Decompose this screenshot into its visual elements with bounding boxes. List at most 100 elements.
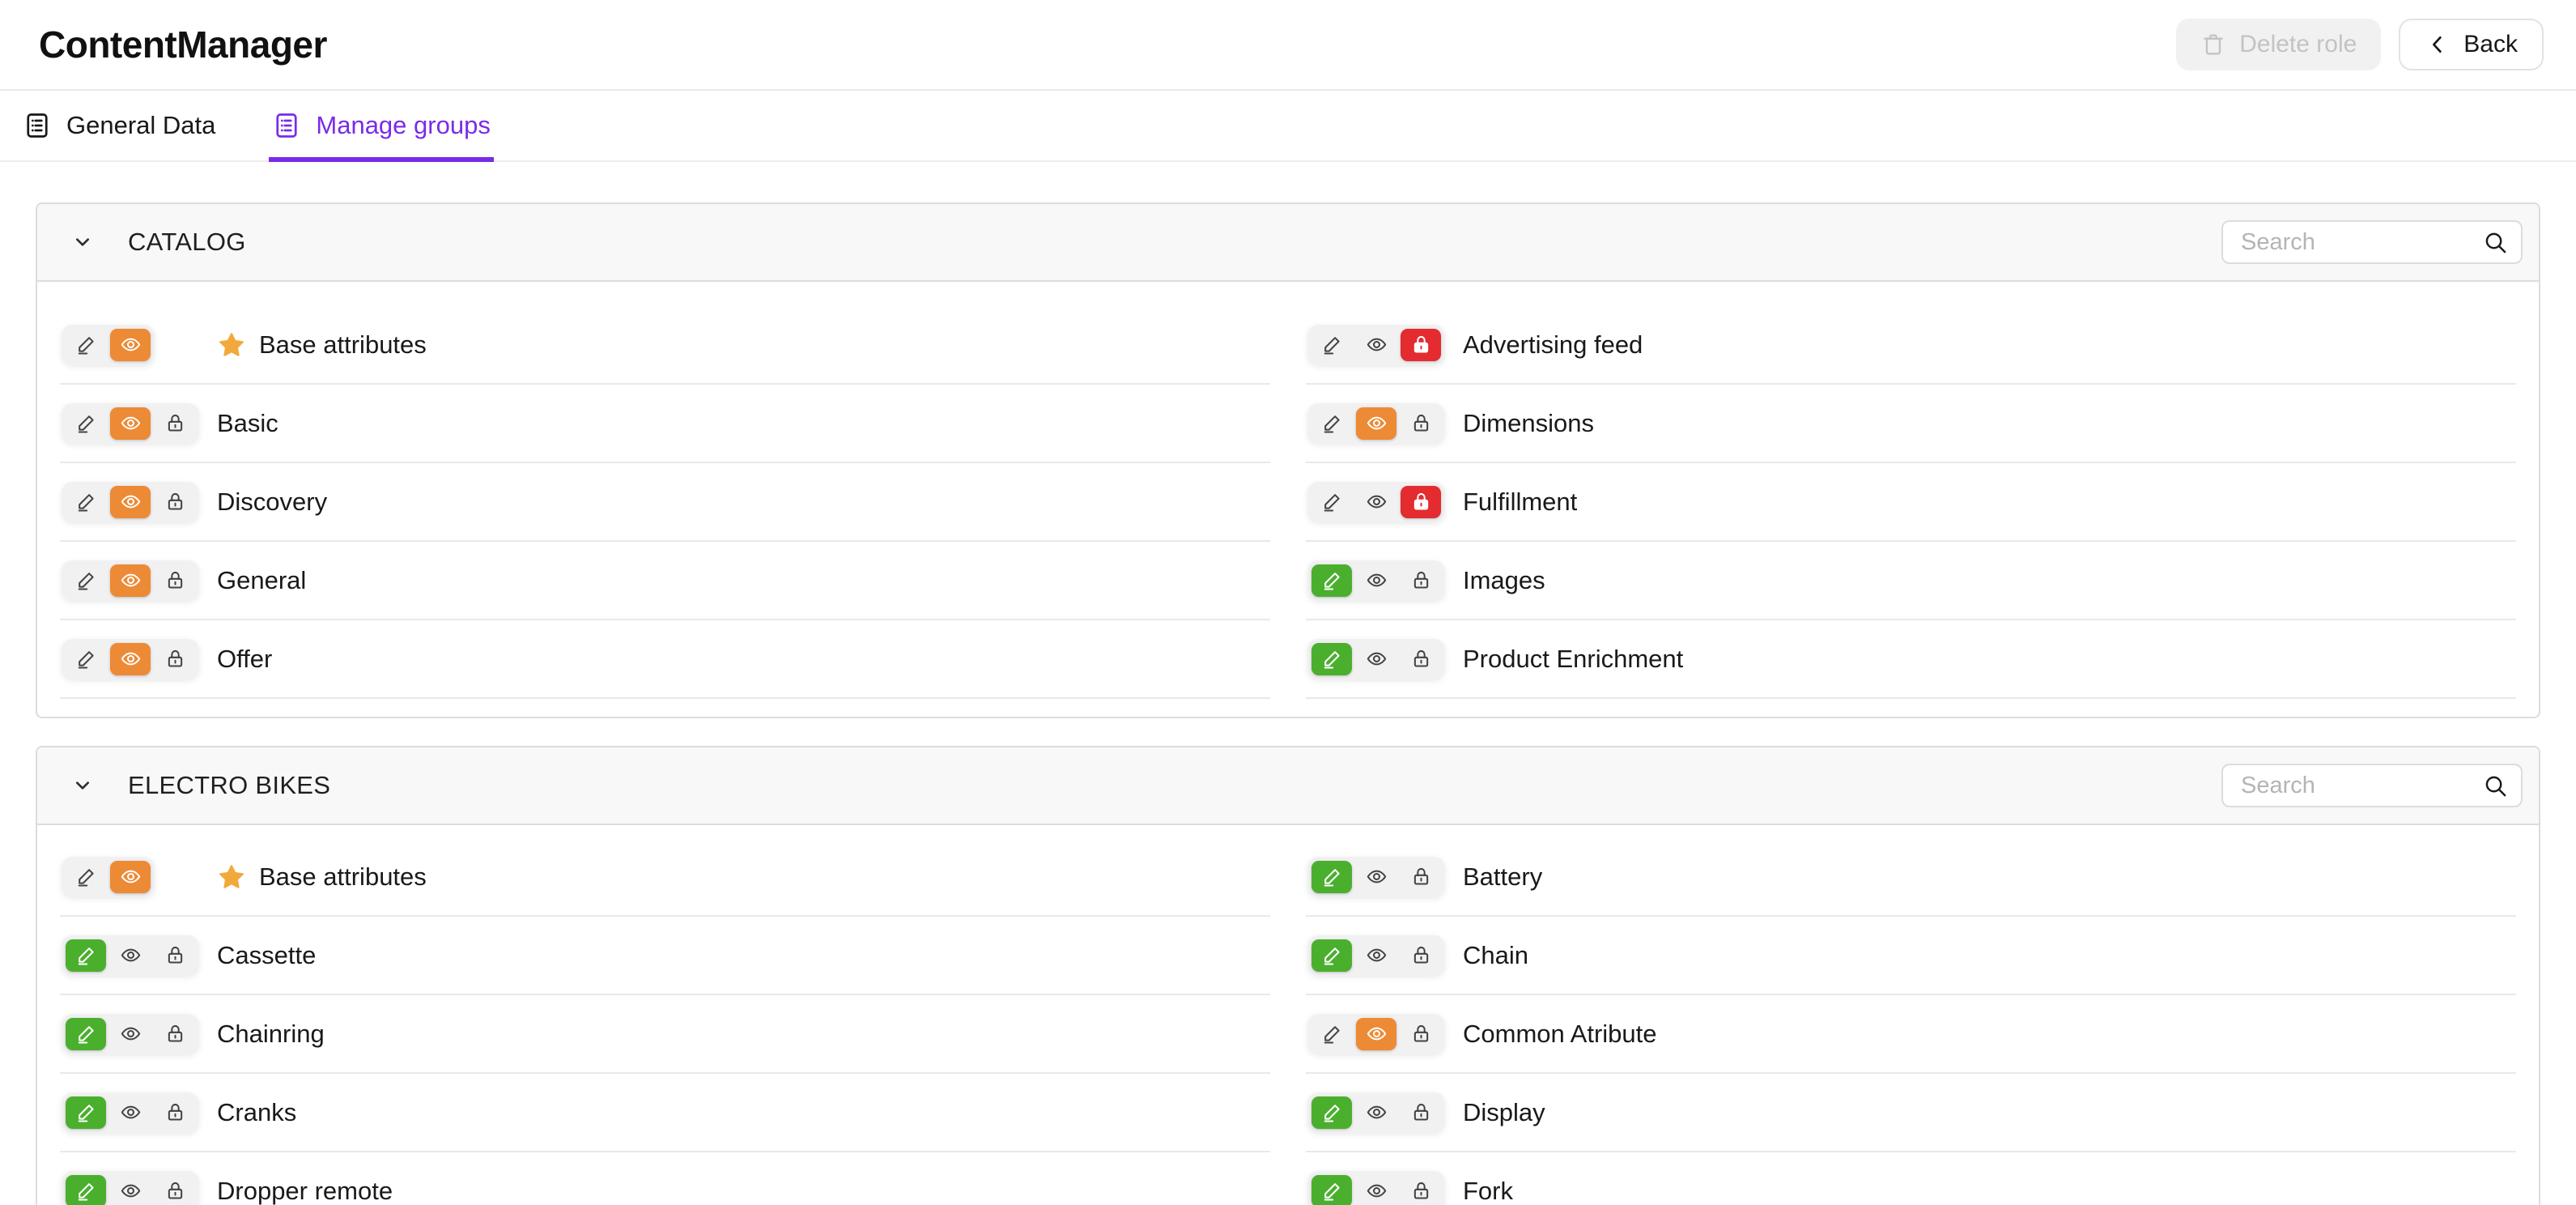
lock-icon: [168, 571, 182, 589]
view-button[interactable]: [110, 1096, 151, 1129]
chevron-down-icon[interactable]: [70, 229, 96, 255]
view-button[interactable]: [1356, 1017, 1396, 1050]
lock-button[interactable]: [155, 486, 195, 518]
view-button[interactable]: [110, 328, 151, 361]
lock-button[interactable]: [155, 939, 195, 972]
lock-button[interactable]: [1401, 861, 1441, 893]
permission-group-slot: [1307, 1092, 1463, 1133]
lock-button[interactable]: [1401, 328, 1441, 361]
pencil-icon: [1324, 1026, 1340, 1044]
permission-group-slot: [1307, 560, 1463, 601]
lock-button[interactable]: [155, 1096, 195, 1129]
permission-group-slot: [1307, 935, 1463, 976]
permission-toggle-group: [1307, 935, 1445, 976]
eye-icon: [1367, 1184, 1386, 1198]
lock-button[interactable]: [155, 407, 195, 440]
edit-button[interactable]: [1311, 486, 1352, 518]
attribute-row: Images: [1306, 542, 2516, 620]
delete-role-button[interactable]: Delete role: [2176, 19, 2382, 70]
edit-button[interactable]: [1311, 407, 1352, 440]
tab-manage-groups[interactable]: Manage groups: [269, 91, 495, 162]
lock-button[interactable]: [1401, 564, 1441, 597]
back-label: Back: [2463, 31, 2518, 57]
pencil-icon: [1324, 415, 1340, 433]
edit-button[interactable]: [1311, 860, 1352, 893]
permission-toggle-group: [62, 481, 199, 522]
view-button[interactable]: [1356, 939, 1396, 972]
permission-group-slot: [62, 324, 217, 365]
lock-button[interactable]: [1401, 643, 1441, 675]
edit-button[interactable]: [1311, 329, 1352, 361]
edit-button[interactable]: [66, 407, 106, 440]
view-button[interactable]: [110, 642, 151, 675]
section-header: ELECTRO BIKES: [37, 747, 2539, 825]
attribute-label: Dropper remote: [217, 1176, 393, 1205]
view-button[interactable]: [1356, 1096, 1396, 1129]
lock-icon: [1413, 649, 1428, 667]
lock-icon: [1413, 1103, 1428, 1121]
permission-group-slot: [62, 402, 217, 444]
edit-button[interactable]: [1311, 564, 1352, 597]
edit-button[interactable]: [1311, 1096, 1352, 1129]
edit-button[interactable]: [66, 1174, 106, 1205]
lock-icon: [1413, 414, 1428, 432]
search-input[interactable]: [2239, 771, 2475, 800]
attribute-row: Base attributes: [60, 306, 1270, 385]
view-button[interactable]: [1356, 407, 1396, 440]
lock-icon: [1413, 1024, 1428, 1042]
view-button[interactable]: [110, 1175, 151, 1205]
view-button[interactable]: [1356, 486, 1396, 518]
view-button[interactable]: [1356, 329, 1396, 361]
attribute-label: Cranks: [217, 1097, 297, 1126]
edit-button[interactable]: [66, 329, 106, 361]
search-input[interactable]: [2239, 228, 2475, 257]
eye-icon: [121, 338, 140, 351]
edit-button[interactable]: [66, 564, 106, 597]
view-button[interactable]: [110, 860, 151, 893]
permission-group-slot: [62, 481, 217, 522]
edit-button[interactable]: [66, 1096, 106, 1129]
permission-toggle-group: [62, 935, 199, 976]
permission-toggle-group: [1307, 481, 1445, 522]
lock-button[interactable]: [1401, 485, 1441, 518]
view-button[interactable]: [1356, 643, 1396, 675]
attribute-row: Battery: [1306, 838, 2516, 917]
edit-button[interactable]: [1311, 642, 1352, 675]
eye-icon: [1367, 870, 1386, 884]
view-button[interactable]: [110, 564, 151, 597]
lock-button[interactable]: [155, 643, 195, 675]
lock-button[interactable]: [1401, 939, 1441, 972]
chevron-down-icon[interactable]: [70, 773, 96, 798]
edit-button[interactable]: [66, 486, 106, 518]
edit-button[interactable]: [1311, 939, 1352, 972]
edit-button[interactable]: [66, 1017, 106, 1050]
edit-button[interactable]: [1311, 1018, 1352, 1050]
view-button[interactable]: [110, 939, 151, 972]
edit-button[interactable]: [66, 939, 106, 972]
lock-icon: [1413, 571, 1428, 589]
group-section: ELECTRO BIKES: [36, 746, 2540, 1205]
view-button[interactable]: [110, 407, 151, 440]
view-button[interactable]: [1356, 861, 1396, 893]
pencil-icon: [1324, 494, 1340, 512]
lock-button[interactable]: [1401, 1096, 1441, 1129]
edit-button[interactable]: [66, 861, 106, 893]
tab-general-data[interactable]: General Data: [19, 91, 219, 160]
edit-button[interactable]: [1311, 1174, 1352, 1205]
pencil-icon: [1324, 337, 1340, 355]
lock-button[interactable]: [155, 564, 195, 597]
view-button[interactable]: [1356, 1175, 1396, 1205]
edit-button[interactable]: [66, 643, 106, 675]
back-button[interactable]: Back: [2399, 19, 2544, 70]
section-title: CATALOG: [128, 228, 246, 256]
view-button[interactable]: [1356, 564, 1396, 597]
view-button[interactable]: [110, 1018, 151, 1050]
eye-icon: [121, 870, 140, 884]
lock-button[interactable]: [1401, 1018, 1441, 1050]
view-button[interactable]: [110, 485, 151, 518]
lock-button[interactable]: [1401, 1175, 1441, 1205]
lock-button[interactable]: [1401, 407, 1441, 440]
lock-button[interactable]: [155, 1018, 195, 1050]
lock-button[interactable]: [155, 1175, 195, 1205]
eye-icon: [121, 1105, 140, 1119]
